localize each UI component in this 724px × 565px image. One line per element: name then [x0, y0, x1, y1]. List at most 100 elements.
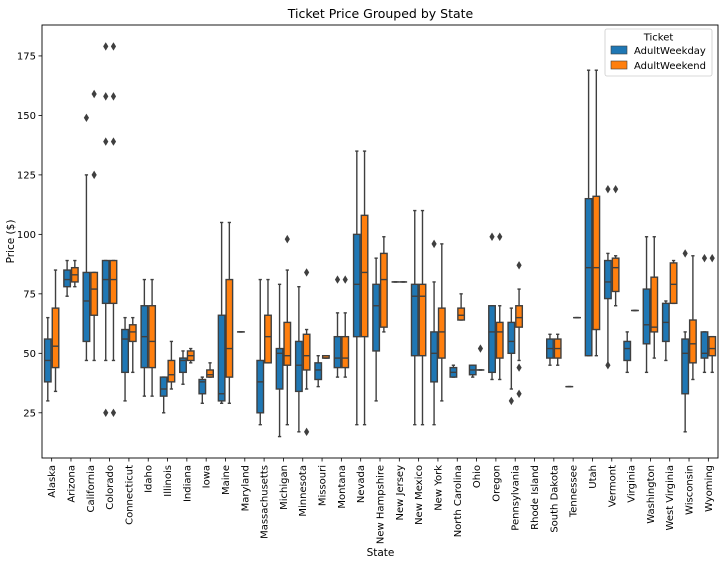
x-tick-label: Wyoming [704, 465, 715, 512]
box-iqr [360, 214, 369, 338]
outlier-marker [516, 389, 522, 398]
box-iqr [642, 288, 651, 345]
box-adultweekday-washington [642, 236, 651, 374]
box-iqr [495, 321, 504, 359]
box-iqr [681, 338, 690, 395]
box-adultweekday-colorado [101, 259, 110, 362]
y-tick-label: 150 [17, 111, 36, 122]
outlier-marker [110, 408, 117, 417]
box-iqr [63, 269, 72, 288]
x-tick-label: Wisconsin [685, 465, 696, 515]
x-tick-label: Pennsylvania [511, 465, 522, 531]
y-tick-label: 50 [23, 349, 36, 360]
box-adultweekday-north-carolina [449, 364, 458, 378]
box-iqr [90, 271, 99, 316]
outlier-marker [103, 42, 109, 51]
outlier-marker [83, 113, 90, 122]
x-tick-label: Utah [588, 465, 599, 489]
box-iqr [302, 333, 311, 371]
box-adultweekend-utah [592, 69, 601, 357]
box-iqr [437, 307, 446, 359]
outlier-marker [477, 344, 484, 353]
x-tick-label: Minnesota [298, 465, 309, 517]
x-tick-label: New Jersey [395, 465, 406, 521]
box-iqr [82, 271, 91, 343]
box-adultweekday-wisconsin [681, 331, 690, 433]
box-iqr [264, 314, 272, 364]
box-adultweekend-minnesota [302, 328, 311, 390]
box-iqr [101, 259, 110, 305]
y-tick-label: 100 [17, 230, 36, 241]
box-iqr [708, 335, 717, 357]
box-iqr [457, 307, 466, 321]
box-adultweekday-west-virginia [661, 300, 670, 362]
outlier-marker [605, 184, 611, 194]
x-tick-label: Vermont [607, 465, 618, 507]
y-axis: 25 50 75 100 125 150 175 [17, 51, 42, 419]
box-iqr [700, 331, 709, 359]
x-tick-label: South Dakota [549, 465, 560, 533]
box-iqr [669, 262, 678, 305]
legend-title: Ticket [643, 33, 674, 44]
outlier-marker [342, 275, 348, 284]
x-axis-title: State [367, 547, 395, 559]
box-adultweekend-vermont [611, 255, 620, 307]
outlier-marker [613, 184, 619, 194]
box-adultweekend-wyoming [708, 335, 717, 374]
box-iqr [418, 283, 427, 357]
chart-title: Ticket Price Grouped by State [287, 6, 474, 21]
box-adultweekday-connecticut [121, 316, 130, 402]
outlier-marker [508, 396, 514, 406]
outlier-marker [682, 249, 688, 258]
x-tick-label: New Hampshire [376, 465, 387, 544]
box-adultweekend-colorado [109, 259, 118, 362]
outlier-marker [110, 42, 117, 51]
box-adultweekend-nevada [360, 150, 369, 426]
x-tick-label: Virginia [627, 465, 638, 503]
box-iqr [352, 233, 361, 338]
outlier-marker [103, 408, 109, 417]
box-adultweekday-idaho [140, 278, 149, 397]
box-adultweekday-oregon [488, 305, 496, 381]
box-iqr [294, 340, 303, 393]
plot-frame [41, 24, 719, 459]
box-adultweekday-utah [584, 69, 593, 357]
box-adultweekend-arizona [70, 259, 79, 288]
box-adultweekend-iowa [206, 362, 214, 378]
box-iqr [515, 305, 524, 328]
x-tick-label: Maine [221, 465, 232, 495]
y-axis-title: Price ($) [5, 220, 17, 264]
box-adultweekend-missouri [321, 354, 330, 359]
outlier-marker [284, 234, 290, 244]
box-adultweekday-alaska [43, 316, 52, 402]
box-adultweekday-maine [217, 221, 226, 404]
outlier-marker [605, 361, 611, 370]
box-adultweekday-virginia [623, 331, 632, 374]
x-tick-label: Colorado [105, 465, 116, 510]
box-adultweekend-south-dakota [553, 333, 562, 366]
box-iqr [314, 362, 323, 381]
box-iqr [128, 324, 137, 343]
box-iqr [275, 347, 284, 390]
box-iqr [217, 314, 226, 402]
outlier-marker [489, 232, 495, 241]
outlier-marker [304, 427, 310, 437]
x-tick-label: North Carolina [453, 465, 464, 537]
x-tick-label: Washington [646, 465, 657, 524]
box-adultweekday-new-mexico [410, 209, 419, 426]
box-adultweekend-california [90, 271, 99, 362]
box-iqr [379, 252, 388, 328]
box-iqr [650, 276, 659, 333]
box-adultweekday-montana [333, 312, 342, 378]
box-iqr [225, 278, 234, 378]
y-tick-label: 25 [23, 408, 36, 419]
outlier-marker [431, 239, 437, 249]
x-tick-label: Iowa [202, 465, 213, 488]
box-adultweekend-new-york [437, 243, 446, 402]
x-tick-label: Oregon [491, 465, 502, 502]
box-adultweekday-new-york [430, 281, 439, 426]
box-adultweekend-connecticut [128, 316, 137, 374]
box-iqr [283, 321, 292, 366]
x-tick-label: Arizona [66, 465, 77, 503]
